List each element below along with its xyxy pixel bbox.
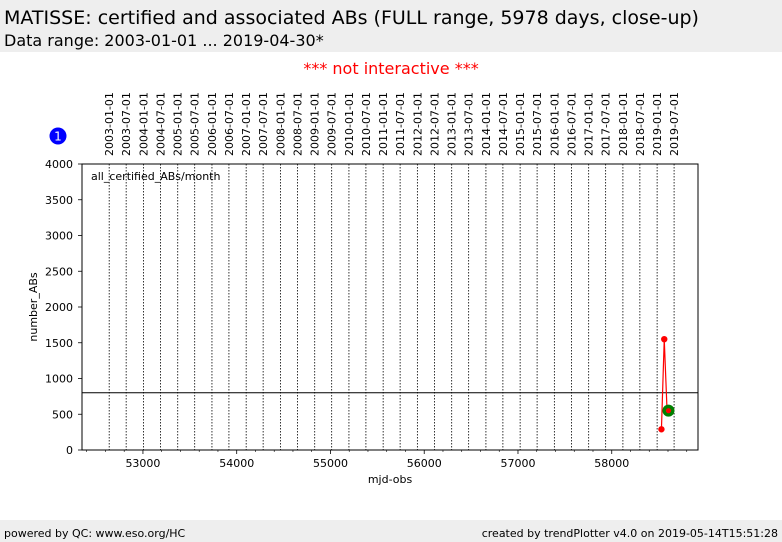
y-tick-label: 3000 [45,230,73,243]
date-tick-label: 2009-07-01 [326,92,339,156]
y-tick-label: 3500 [45,194,73,207]
date-tick-label: 2015-01-01 [514,92,527,156]
date-tick-label: 2010-07-01 [360,92,373,156]
date-tick-label: 2007-07-01 [257,92,270,156]
x-tick-label: 54000 [219,457,254,470]
date-tick-label: 2004-07-01 [154,92,167,156]
y-tick-label: 1500 [45,337,73,350]
date-tick-label: 2003-07-01 [120,92,133,156]
footer-band: powered by QC: www.eso.org/HC created by… [0,520,782,542]
date-tick-label: 2008-01-01 [274,92,287,156]
not-interactive-notice: *** not interactive *** [303,59,479,78]
y-tick-label: 2000 [45,301,73,314]
date-axis: 2003-01-01 2003-07-01 2004-01-01 2004-07-01… [103,92,681,156]
x-axis-label: mjd-obs [368,473,413,486]
y-tick-label: 0 [66,444,73,457]
date-tick-label: 2005-01-01 [172,92,185,156]
date-tick-label: 2018-01-01 [617,92,630,156]
date-tick-label: 2003-01-01 [103,92,116,156]
y-tick-label: 500 [52,408,73,421]
date-tick-label: 2019-07-01 [668,92,681,156]
x-tick-label: 56000 [407,457,442,470]
date-tick-label: 2009-01-01 [309,92,322,156]
date-tick-label: 2010-01-01 [343,92,356,156]
date-tick-label: 2004-01-01 [137,92,150,156]
date-tick-label: 2012-01-01 [411,92,424,156]
date-tick-label: 2005-07-01 [189,92,202,156]
date-tick-label: 2015-07-01 [531,92,544,156]
y-tick-label: 4000 [45,158,73,171]
footer-created: created by trendPlotter v4.0 on 2019-05-… [481,527,778,540]
date-tick-label: 2019-01-01 [651,92,664,156]
x-tick-label: 53000 [125,457,160,470]
date-tick-label: 2008-07-01 [291,92,304,156]
date-tick-label: 2012-07-01 [428,92,441,156]
date-tick-label: 2006-07-01 [223,92,236,156]
latest-point-center [665,408,672,414]
badge-number: 1 [54,130,62,144]
page-title: MATISSE: certified and associated ABs (F… [4,7,699,29]
date-tick-label: 2011-01-01 [377,92,390,156]
date-tick-label: 2013-01-01 [446,92,459,156]
x-tick-label: 55000 [313,457,348,470]
x-tick-label: 58000 [594,457,629,470]
plot-area: 53000 54000 55000 56000 57000 58000 0 500 1000 15… [45,158,699,470]
panel-label: all_certified_ABs/month [91,170,220,183]
data-point [658,426,665,433]
date-tick-label: 2017-01-01 [583,92,596,156]
y-tick-label: 1000 [45,373,73,386]
plot-frame [81,163,699,451]
data-range-subtitle: Data range: 2003-01-01 ... 2019-04-30* [4,31,324,50]
y-tick-label: 2500 [45,265,73,278]
report-badge: 1 [49,127,67,145]
date-tick-label: 2017-07-01 [600,92,613,156]
footer-credit: powered by QC: www.eso.org/HC [4,527,186,540]
y-axis-label: number_ABs [27,272,40,342]
date-tick-label: 2016-07-01 [565,92,578,156]
header-band: MATISSE: certified and associated ABs (F… [0,0,782,52]
data-point [661,335,668,343]
date-tick-label: 2014-07-01 [497,92,510,156]
date-tick-label: 2007-01-01 [240,92,253,156]
date-tick-label: 2016-01-01 [548,92,561,156]
badge-circle [49,127,67,145]
date-tick-label: 2014-01-01 [480,92,493,156]
date-tick-label: 2018-07-01 [634,92,647,156]
date-tick-label: 2006-01-01 [206,92,219,156]
date-tick-label: 2013-07-01 [463,92,476,156]
x-tick-label: 57000 [500,457,535,470]
date-tick-label: 2011-07-01 [394,92,407,156]
